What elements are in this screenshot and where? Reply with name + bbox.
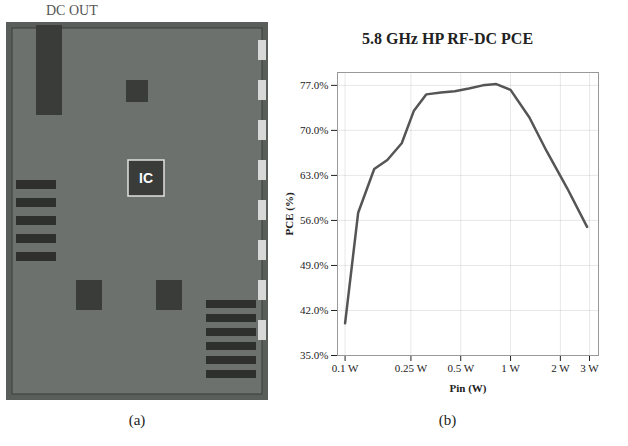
svg-text:Pin (W): Pin (W) (450, 382, 487, 395)
svg-text:2 W: 2 W (551, 362, 570, 374)
svg-text:1 W: 1 W (501, 362, 520, 374)
svg-text:0.5 W: 0.5 W (447, 362, 474, 374)
svg-text:0.1 W: 0.1 W (332, 362, 359, 374)
svg-text:35.0%: 35.0% (300, 349, 328, 361)
svg-text:49.0%: 49.0% (300, 259, 328, 271)
svg-text:42.0%: 42.0% (300, 304, 328, 316)
svg-text:70.0%: 70.0% (300, 124, 328, 136)
html-text:(b): (b) (438, 412, 457, 428)
html-text:(a): (a) (128, 412, 146, 428)
svg-text:63.0%: 63.0% (300, 169, 328, 181)
html-text:5.8 GHz HP RF-DC PCE: 5.8 GHz HP RF-DC PCE (362, 30, 533, 47)
svg-text:77.0%: 77.0% (300, 79, 328, 91)
svg-text:IC: IC (139, 170, 153, 186)
svg-text:56.0%: 56.0% (300, 214, 328, 226)
svg-text:3 W: 3 W (580, 362, 599, 374)
svg-text:0.25 W: 0.25 W (395, 362, 428, 374)
svg-text:PCE (%): PCE (%) (283, 192, 296, 235)
svg-text:DC OUT: DC OUT (46, 3, 98, 18)
